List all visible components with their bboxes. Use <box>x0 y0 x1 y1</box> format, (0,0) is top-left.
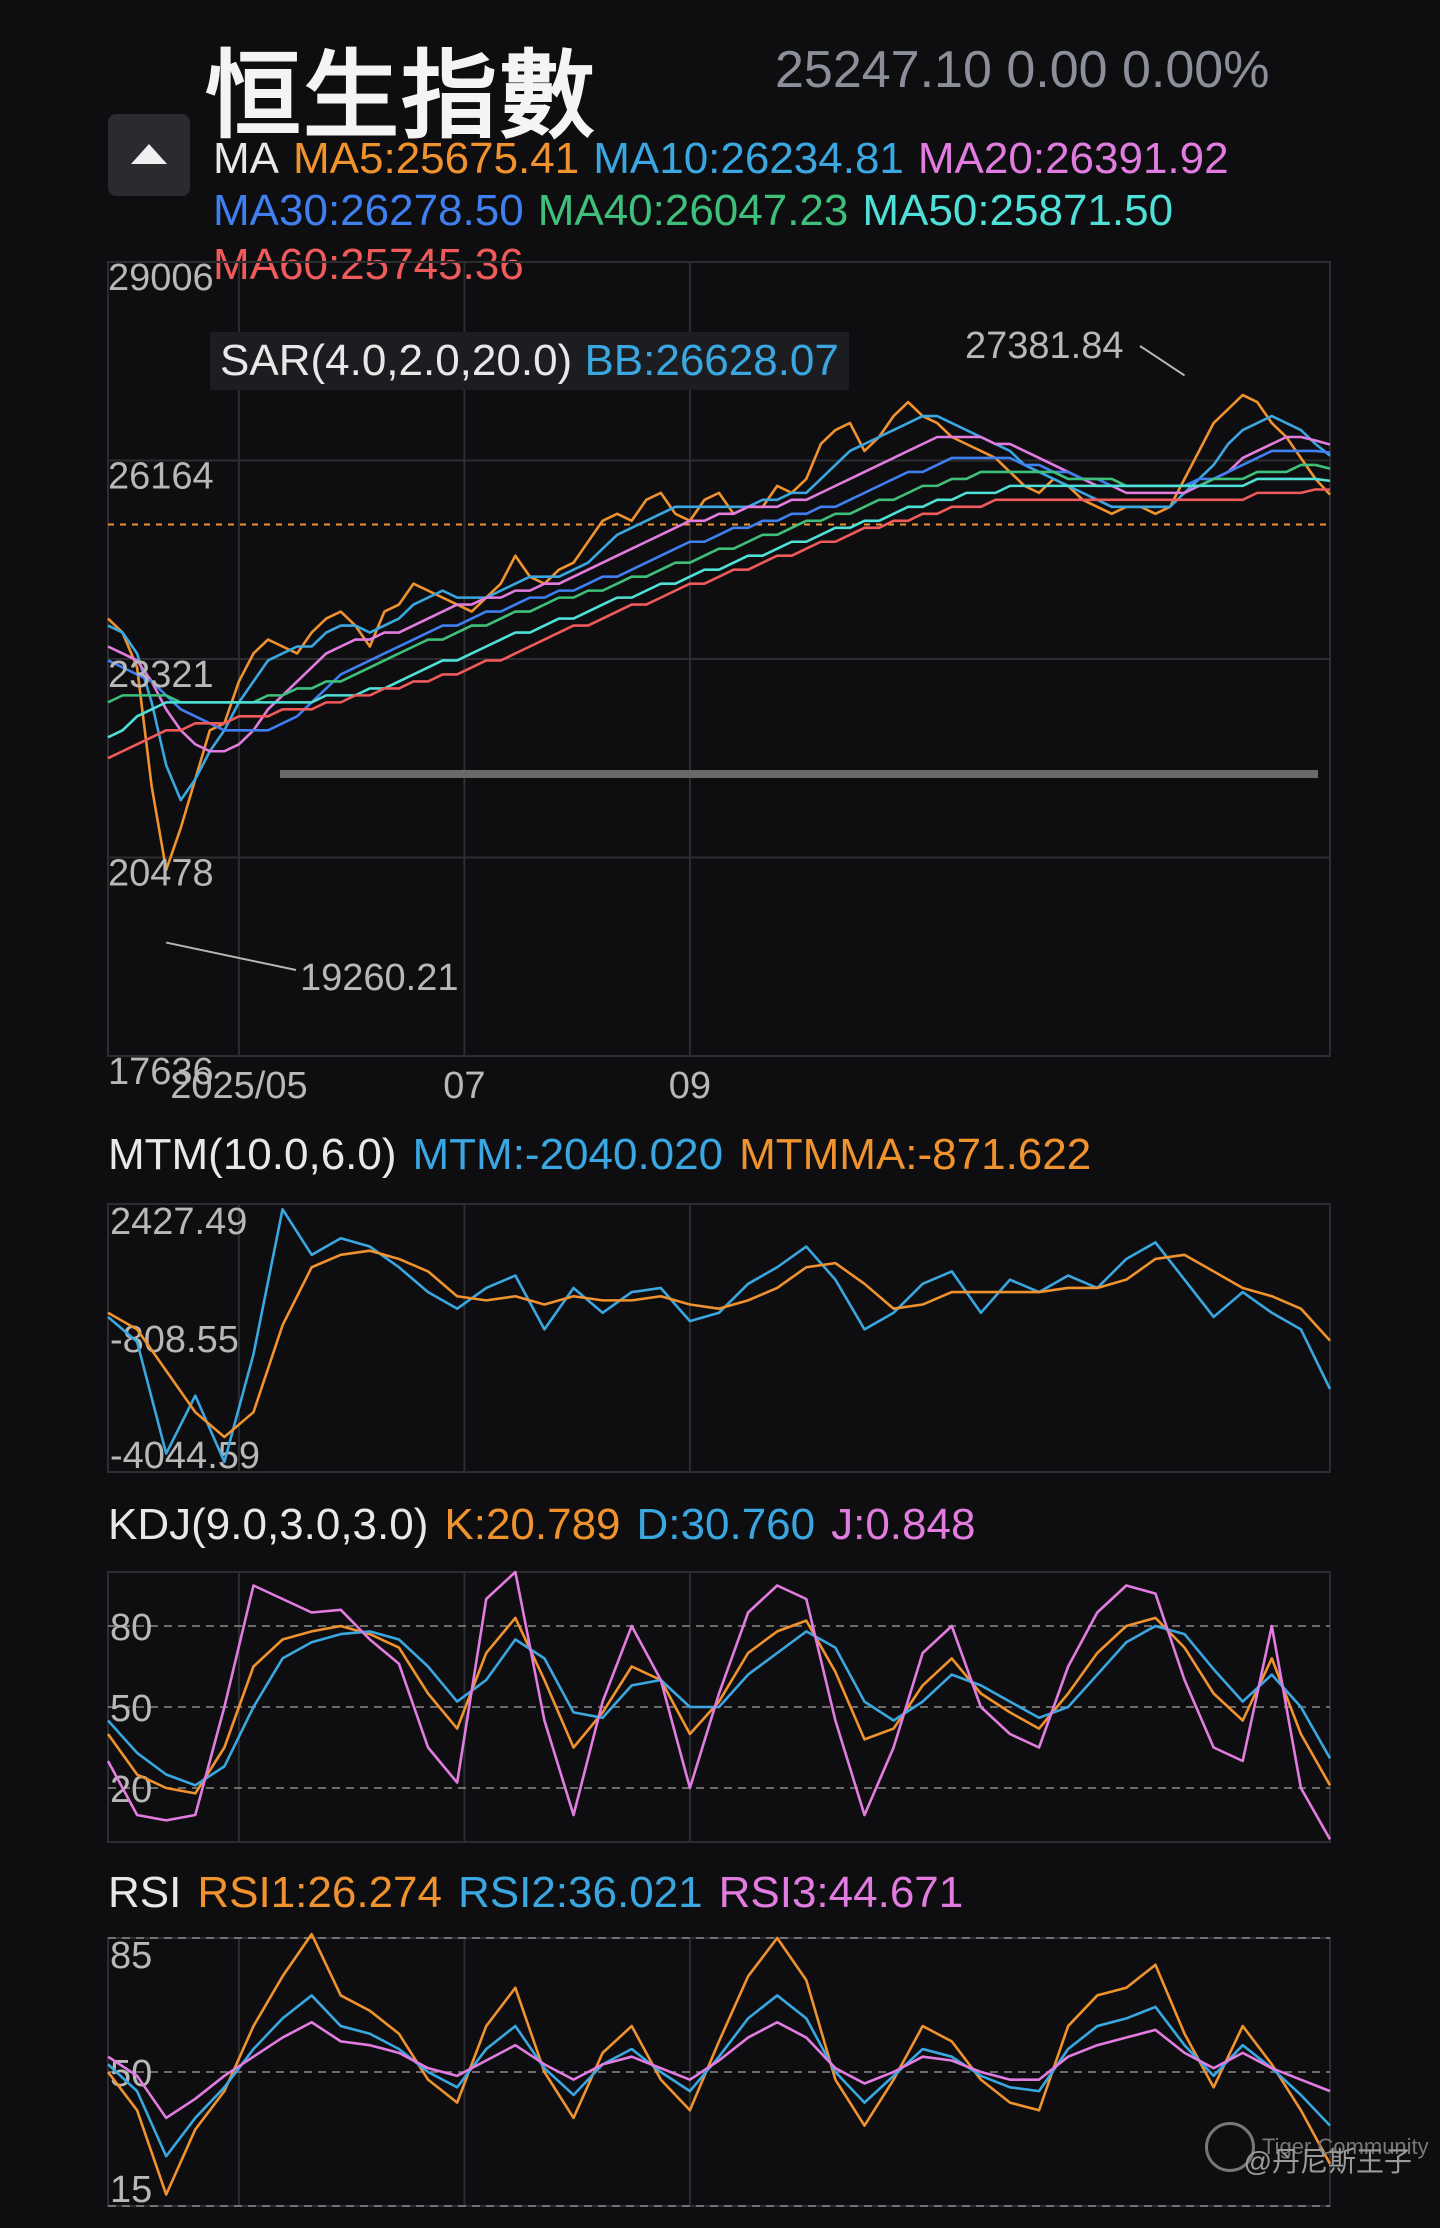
kdj-d-value: D:30.760 <box>636 1500 816 1549</box>
mtmma-value: MTMMA:-871.622 <box>739 1130 1092 1179</box>
kdj-header[interactable]: KDJ(9.0,3.0,3.0) K:20.789 D:30.760 J:0.848 <box>108 1500 991 1550</box>
y-tick-label: 20478 <box>108 853 214 895</box>
mtm-header[interactable]: MTM(10.0,6.0) MTM:-2040.020 MTMMA:-871.622 <box>108 1130 1107 1180</box>
mtm-chart-grid: 2427.49-808.55-4044.59 <box>107 1201 1331 1477</box>
ma5-label: MA5:25675.41 <box>293 134 580 183</box>
sar-indicator[interactable]: SAR(4.0,2.0,20.0) BB:26628.07 <box>210 332 849 390</box>
low-annotation: 19260.21 <box>300 957 459 999</box>
series-line-rsi2 <box>107 1994 1331 2158</box>
y-tick-label: 50 <box>110 1688 152 1730</box>
y-tick-label: 80 <box>110 1607 152 1649</box>
series-line-k <box>106 1616 1332 1795</box>
rsi1-value: RSI1:26.274 <box>197 1868 442 1917</box>
series-line-ma50 <box>107 477 1331 739</box>
main-chart-lines <box>107 393 1331 872</box>
y-tick-label: 2427.49 <box>110 1201 247 1243</box>
rsi2-value: RSI2:36.021 <box>457 1868 703 1917</box>
rsi3-value: RSI3:44.671 <box>718 1868 964 1917</box>
caret-up-icon <box>131 144 167 164</box>
mtm-label: MTM(10.0,6.0) <box>108 1130 397 1179</box>
ma-legend-row-1: MA MA5:25675.41 MA10:26234.81 MA20:26391.92 <box>213 134 1243 184</box>
low-leader-line <box>165 941 297 971</box>
y-tick-label: 26164 <box>108 455 214 497</box>
index-title: 恒生指數 <box>205 40 597 152</box>
series-line-mtm <box>107 1207 1332 1464</box>
y-tick-label: 85 <box>110 1935 152 1977</box>
y-tick-label: 23321 <box>108 654 214 696</box>
ma50-label: MA50:25871.50 <box>862 186 1174 235</box>
series-line-rsi3 <box>107 2020 1331 2120</box>
kdj-j-value: J:0.848 <box>831 1500 976 1549</box>
x-tick-label: 09 <box>669 1065 711 1107</box>
panel-frame <box>107 1203 1331 1473</box>
x-tick-label: 07 <box>443 1065 485 1107</box>
ma60-label: MA60:25745.36 <box>213 240 524 289</box>
price-quote: 25247.10 0.00 0.00% <box>775 41 1270 99</box>
x-tick-label: 2025/05 <box>170 1065 307 1107</box>
y-tick-label: 15 <box>110 2169 152 2211</box>
author-watermark: @丹尼斯王子 <box>1243 2146 1412 2177</box>
ma-legend-row-3: MA60:25745.36 <box>213 240 538 290</box>
ma20-label: MA20:26391.92 <box>917 134 1229 183</box>
series-line-rsi1 <box>106 1932 1332 2196</box>
ma-legend-row-2: MA30:26278.50 MA40:26047.23 MA50:25871.50 <box>213 186 1187 236</box>
rsi-chart-lines <box>106 1932 1332 2196</box>
tiger-logo-icon <box>1205 2122 1255 2172</box>
collapse-button[interactable] <box>108 114 190 196</box>
ma40-label: MA40:26047.23 <box>537 186 849 235</box>
ma30-label: MA30:26278.50 <box>213 186 524 235</box>
kdj-label: KDJ(9.0,3.0,3.0) <box>108 1500 429 1549</box>
tiger-brand: Tiger Community <box>1262 2134 1429 2159</box>
high-leader-line <box>1139 345 1186 377</box>
high-annotation: 27381.84 <box>965 325 1124 367</box>
y-tick-label: 29006 <box>108 257 214 299</box>
ma-prefix: MA <box>213 134 279 183</box>
kdj-chart-lines <box>106 1570 1332 1840</box>
mtm-value: MTM:-2040.020 <box>412 1130 724 1179</box>
main-chart-grid <box>107 261 1331 1057</box>
bb-value: BB:26628.07 <box>584 336 839 385</box>
series-line-ma5 <box>107 393 1331 872</box>
series-line-d <box>107 1624 1332 1787</box>
kdj-k-value: K:20.789 <box>444 1500 621 1549</box>
rsi-label: RSI <box>108 1868 182 1917</box>
rsi-header[interactable]: RSI RSI1:26.274 RSI2:36.021 RSI3:44.671 <box>108 1868 979 1918</box>
ma10-label: MA10:26234.81 <box>593 134 904 183</box>
y-tick-label: -4044.59 <box>110 1435 260 1477</box>
y-tick-label: 17636 <box>108 1051 214 1093</box>
series-line-ma10 <box>107 414 1331 802</box>
series-line-ma60 <box>107 488 1331 760</box>
series-line-mtmma <box>107 1249 1331 1439</box>
sar-label: SAR(4.0,2.0,20.0) <box>220 336 573 385</box>
series-line-ma20 <box>107 435 1331 753</box>
series-line-j <box>106 1570 1332 1840</box>
mtm-chart-lines <box>107 1207 1332 1464</box>
